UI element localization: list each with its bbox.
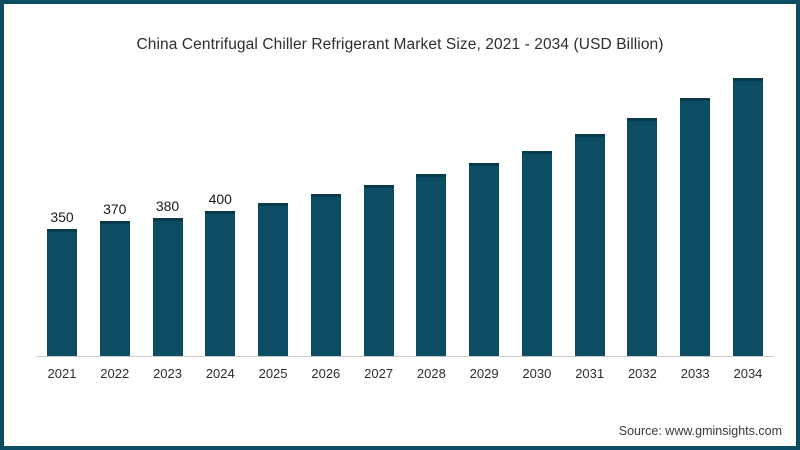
x-tick-label: 2031 [575, 366, 605, 381]
bar-column [511, 151, 563, 356]
x-tick-label: 2033 [680, 366, 710, 381]
bar [680, 98, 711, 356]
bar-column [353, 185, 405, 356]
bar-column [247, 203, 299, 356]
x-axis-labels: 2021 2022 2023 2024 2025 2026 2027 2028 2029 2030… [36, 357, 774, 381]
bar-chart: 350 370 380 400 2021 2022 2023 2024 2025 2026 202… [36, 56, 774, 394]
bar-column: 350 [36, 210, 88, 356]
bar-column [669, 98, 721, 356]
bar-column [300, 194, 352, 356]
bar [47, 229, 77, 356]
x-tick-label: 2032 [627, 366, 657, 381]
bar [258, 203, 289, 356]
bar-column: 400 [194, 192, 246, 356]
bar [205, 211, 236, 356]
x-tick-label: 2028 [416, 366, 446, 381]
bar [416, 174, 447, 356]
bar-column: 370 [89, 202, 141, 356]
bar-column [458, 163, 510, 356]
bar [732, 78, 763, 356]
x-tick-label: 2025 [258, 366, 288, 381]
bar-column [564, 134, 616, 356]
x-tick-label: 2022 [100, 366, 130, 381]
chart-title: China Centrifugal Chiller Refrigerant Ma… [136, 36, 664, 53]
bar-column: 380 [142, 199, 194, 356]
bar [574, 134, 605, 356]
bar [99, 221, 130, 356]
bar [152, 218, 183, 356]
bar-column [405, 174, 457, 356]
bar-value-label: 380 [155, 198, 180, 214]
bar [310, 194, 341, 356]
x-tick-label: 2030 [522, 366, 552, 381]
bar [627, 118, 658, 356]
x-tick-label: 2026 [311, 366, 341, 381]
x-tick-label: 2027 [364, 366, 394, 381]
source-note: Source: www.gminsights.com [618, 424, 782, 438]
x-tick-label: 2024 [205, 366, 235, 381]
x-tick-label: 2023 [153, 366, 182, 381]
plot-area: 350 370 380 400 [36, 56, 774, 357]
bar-column [616, 118, 668, 356]
x-tick-label: 2034 [733, 366, 763, 381]
bar [363, 185, 394, 356]
x-tick-label: 2021 [47, 366, 77, 381]
bar-column [722, 78, 774, 356]
bar-value-label: 350 [50, 209, 74, 225]
bar-value-label: 400 [208, 191, 232, 207]
bar-value-label: 370 [103, 201, 127, 217]
x-tick-label: 2029 [469, 366, 499, 381]
bar [469, 163, 500, 356]
bar [521, 151, 552, 356]
